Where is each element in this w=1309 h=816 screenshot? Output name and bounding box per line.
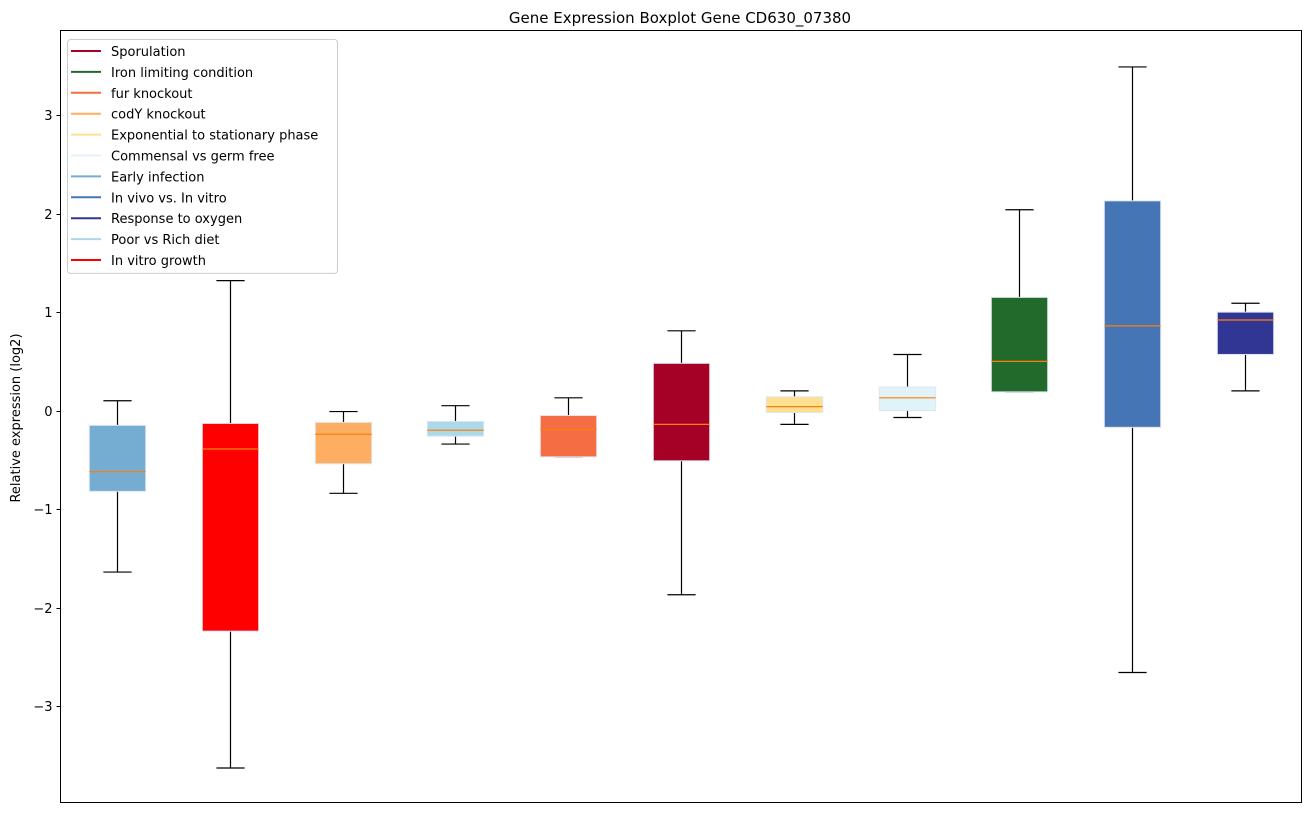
legend: Sporulation Iron limiting condition fur kn… [67,39,338,274]
box-iqr [652,362,711,462]
legend-label: Sporulation [111,45,186,60]
box-in-vivo-vs-in-vitro [1103,66,1162,674]
legend-label: codY knockout [111,108,206,123]
legend-item: In vitro growth [71,254,206,269]
box-iqr [426,420,485,437]
y-tick-label: −2 [33,602,52,617]
legend-item: Exponential to stationary phase [71,129,318,144]
box-in-vitro-growth [201,280,260,769]
legend-box [67,39,338,274]
legend-label: Poor vs Rich diet [111,233,219,248]
y-tick-label: −3 [33,700,52,715]
legend-item: Commensal vs germ free [71,150,274,165]
box-iqr [990,296,1049,393]
box-iqr [1103,200,1162,428]
box-cody-knockout [314,410,373,494]
box-fur-knockout [539,397,598,458]
box-iqr [1216,311,1275,355]
y-tick-label: 0 [44,405,52,420]
legend-label: In vivo vs. In vitro [111,191,227,206]
y-tick-label: 1 [44,306,52,321]
box-iqr [314,421,373,465]
legend-item: codY knockout [71,108,206,123]
legend-item: Sporulation [71,45,186,60]
legend-item: fur knockout [71,87,193,102]
plot-area-frame [60,30,1302,803]
legend-item: Early infection [71,170,204,185]
legend-item: In vivo vs. In vitro [71,191,227,206]
chart-title: Gene Expression Boxplot Gene CD630_07380 [509,9,851,28]
legend-label: fur knockout [111,87,193,102]
legend-item: Iron limiting condition [71,66,253,81]
box-poor-vs-rich-diet [426,405,485,445]
y-axis-label: Relative expression (log2) [9,333,24,502]
legend-label: In vitro growth [111,254,206,269]
legend-label: Commensal vs germ free [111,150,274,165]
box-exponential-to-stationary-phase [765,390,824,425]
legend-label: Iron limiting condition [111,66,253,81]
y-tick-label: 2 [44,208,52,223]
box-early-infection [88,400,147,573]
box-iqr [201,422,260,632]
box-sporulation [652,330,711,596]
boxes [88,66,1275,769]
legend-label: Exponential to stationary phase [111,129,318,144]
y-tick-label: −1 [33,503,52,518]
box-commensal-vs-germ-free [878,353,937,419]
legend-label: Early infection [111,170,204,185]
y-tick-label: 3 [44,109,52,124]
legend-label: Response to oxygen [111,212,242,227]
box-iqr [878,386,937,412]
legend-item: Response to oxygen [71,212,242,227]
box-iron-limiting-condition [990,209,1049,393]
box-iqr [88,424,147,492]
box-response-to-oxygen [1216,302,1275,392]
y-axis: 3 2 1 0 −1 −2 −3 [33,109,61,715]
legend-item: Poor vs Rich diet [71,233,219,248]
box-iqr [765,396,824,414]
box-iqr [539,415,598,458]
